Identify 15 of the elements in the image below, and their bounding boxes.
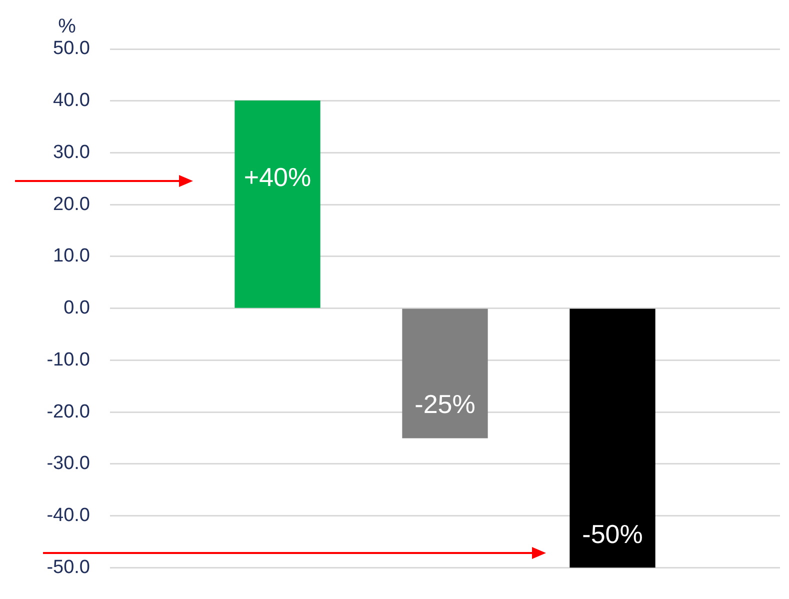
y-tick-label: -20.0 (46, 401, 90, 422)
y-tick-label: -10.0 (46, 349, 90, 370)
y-axis-title: % (58, 16, 76, 38)
data-label: -50% (582, 518, 643, 549)
y-tick-label: 30.0 (53, 142, 90, 163)
y-tick-label: -30.0 (46, 453, 90, 474)
data-label: -25% (414, 389, 476, 420)
y-tick-label: 50.0 (53, 38, 90, 60)
y-tick-label: 0.0 (64, 298, 90, 319)
data-label: +40% (244, 162, 312, 192)
y-tick-label: -40.0 (46, 504, 90, 526)
y-tick-label: 10.0 (53, 246, 90, 267)
y-tick-label: -50.0 (46, 556, 90, 578)
y-tick-label: 40.0 (53, 90, 90, 112)
y-tick-label: 20.0 (53, 194, 90, 215)
